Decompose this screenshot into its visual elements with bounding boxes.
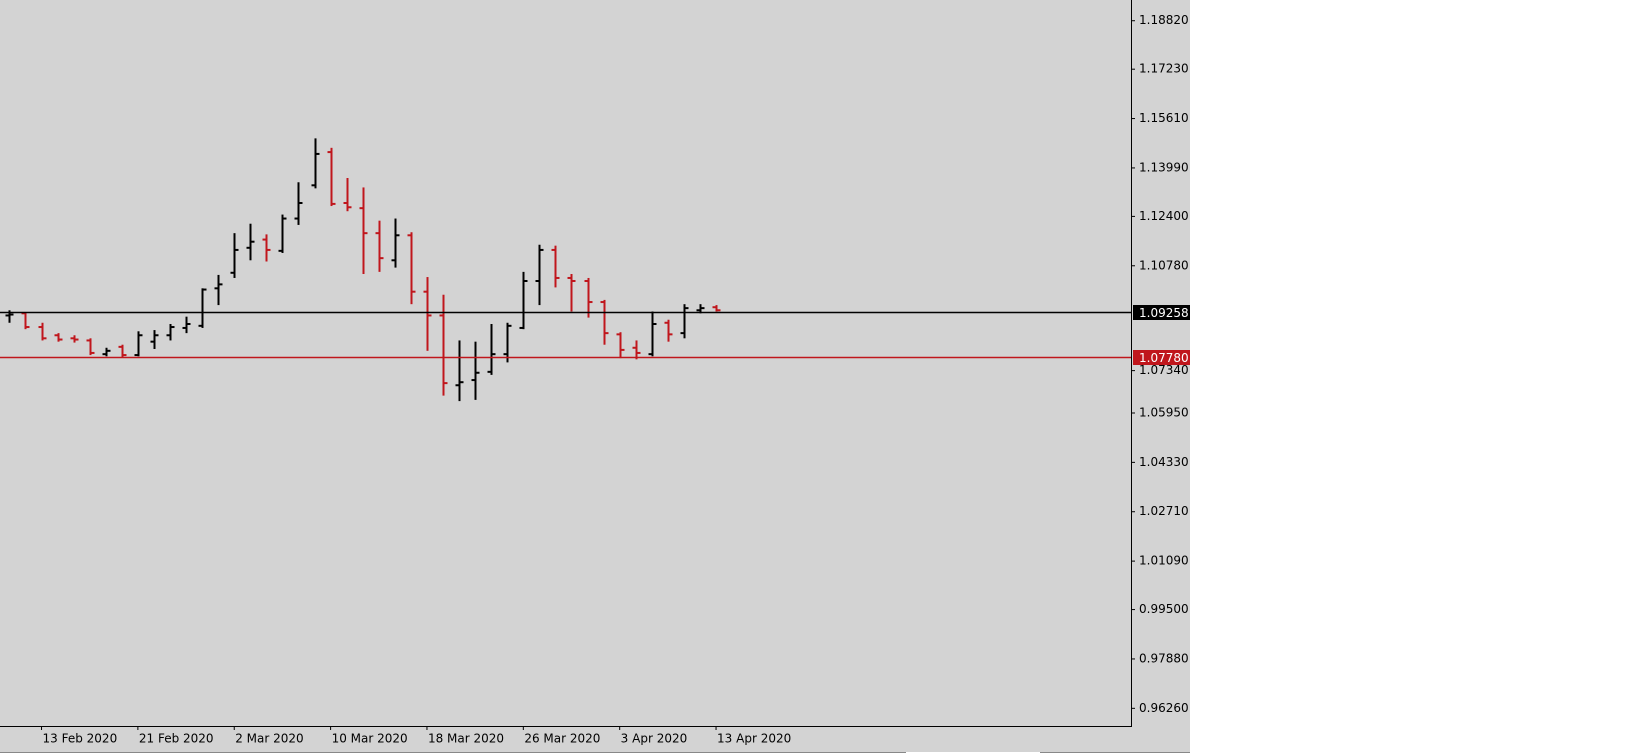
y-tick-label: 1.18820 — [1139, 13, 1189, 27]
price-level-label: 1.09258 — [1139, 306, 1189, 320]
price-level-label: 1.07780 — [1139, 351, 1189, 365]
x-tick-label: 21 Feb 2020 — [139, 732, 214, 746]
y-tick-label: 1.10780 — [1139, 258, 1189, 272]
bottom-strip — [0, 752, 1190, 756]
y-tick-label: 0.97880 — [1139, 651, 1189, 665]
y-tick-label: 1.07340 — [1139, 363, 1189, 377]
y-tick-label: 0.99500 — [1139, 602, 1189, 616]
price-level-box — [1133, 350, 1190, 365]
x-tick-label: 3 Apr 2020 — [621, 732, 688, 746]
price-level-box — [1133, 305, 1190, 320]
y-tick-label: 1.15610 — [1139, 111, 1189, 125]
x-tick-label: 13 Feb 2020 — [43, 732, 118, 746]
chart-background — [0, 0, 1190, 756]
y-tick-label: 1.12400 — [1139, 209, 1189, 223]
y-tick-label: 1.02710 — [1139, 504, 1189, 518]
y-tick-label: 1.05950 — [1139, 405, 1189, 419]
y-tick-label: 1.13990 — [1139, 160, 1189, 174]
y-tick-label: 1.01090 — [1139, 554, 1189, 568]
x-tick-label: 13 Apr 2020 — [717, 732, 791, 746]
x-tick-label: 2 Mar 2020 — [235, 732, 303, 746]
y-tick-label: 0.96260 — [1139, 701, 1189, 715]
x-tick-label: 10 Mar 2020 — [332, 732, 408, 746]
x-tick-label: 18 Mar 2020 — [428, 732, 504, 746]
x-tick-label: 26 Mar 2020 — [524, 732, 600, 746]
y-tick-label: 1.04330 — [1139, 455, 1189, 469]
y-tick-label: 1.17230 — [1139, 62, 1189, 76]
